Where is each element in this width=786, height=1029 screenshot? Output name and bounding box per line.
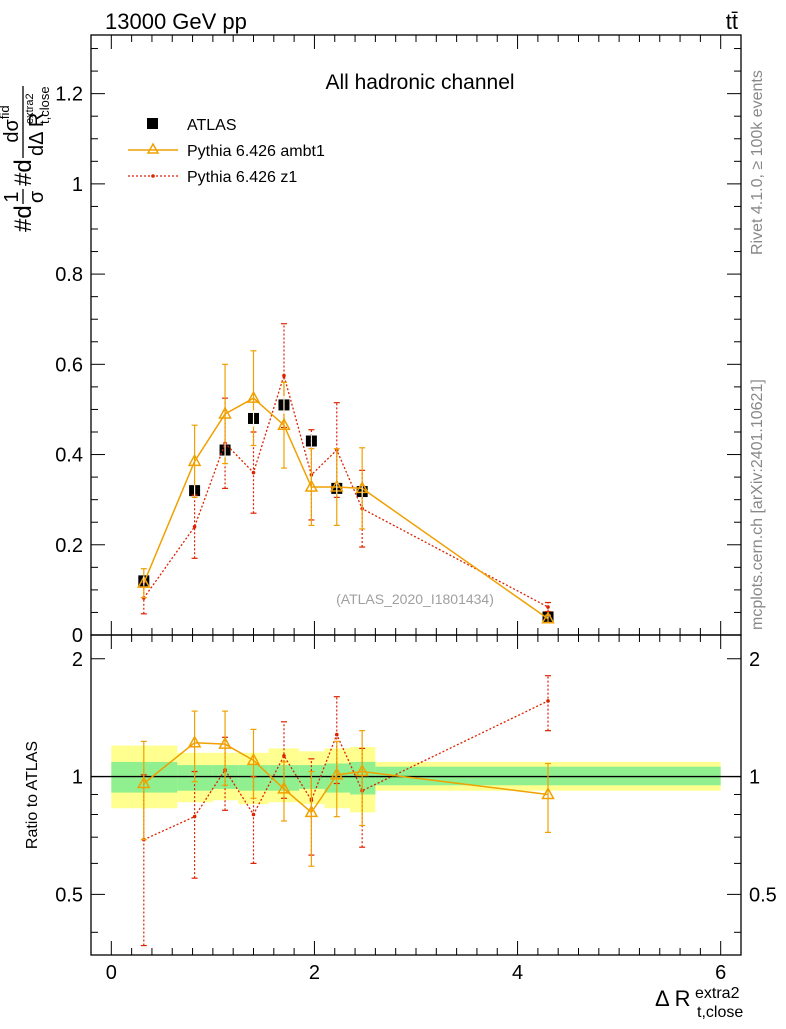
- ratio-z1-point: [192, 814, 197, 819]
- ylabel-frac1-den: σ: [26, 190, 48, 203]
- ratio-frame: [90, 634, 742, 956]
- xlabel-sub: t,close: [697, 1004, 743, 1021]
- ratio-bands: [111, 745, 721, 813]
- xlabel-sup: extra2: [695, 985, 740, 1002]
- ratio-ambt1-point: [137, 775, 151, 789]
- ratio-ambt1-point: [277, 781, 291, 794]
- chart-title: All hadronic channel: [325, 71, 514, 94]
- ylabel-frac2-num-sup: fid: [0, 105, 12, 119]
- ratio-ambt1-point: [304, 804, 319, 818]
- legend-marker-ambt1: [146, 142, 160, 154]
- rivet-label: Rivet 4.1.0, ≥ 100k events: [749, 70, 766, 255]
- ylabel-frac2-num-main: dσ: [1, 118, 23, 142]
- legend-marker-atlas: [147, 118, 158, 129]
- ratio-z1-point: [251, 812, 256, 817]
- main-y-tick-label: 1.2: [55, 84, 83, 106]
- x-tick-label: 0: [106, 962, 117, 984]
- ratio-z1-point: [334, 732, 339, 737]
- ratio-y-tick-label: 0.5: [55, 884, 83, 906]
- ratio-ambt1-point: [187, 735, 202, 748]
- main-y-tick-label: 0.8: [55, 264, 83, 286]
- x-tick-label: 2: [309, 962, 320, 984]
- ambt1-point: [187, 453, 202, 467]
- main-y-tick-label: 0.6: [55, 354, 83, 376]
- main-y-tick-label: 0.2: [55, 535, 83, 557]
- ratio-y-tick-label-right: 0.5: [749, 884, 777, 906]
- energy-label: 13000 GeV pp: [105, 9, 247, 34]
- ratio-ticks: 0 2 4 6 0.5 0.5 1 1 2 2: [55, 635, 777, 984]
- analysis-id: (ATLAS_2020_I1801434): [336, 591, 494, 607]
- ylabel-frac2-num: dσfid: [0, 105, 23, 142]
- xlabel-main: Δ R: [655, 986, 690, 1011]
- ylabel-frac2-den-main: dΔ R: [26, 113, 48, 156]
- ratio-ambt1-point: [218, 736, 232, 749]
- main-y-axis-label: #d 1 σ #d dσfid dΔ R extra2 t,close: [0, 86, 52, 232]
- main-y-tick-label: 0: [72, 625, 83, 647]
- ylabel-frac1-num: 1: [1, 191, 23, 202]
- legend-label-atlas: ATLAS: [187, 117, 237, 134]
- x-tick-label: 4: [512, 962, 523, 984]
- x-axis-label: Δ R extra2 t,close: [655, 985, 743, 1021]
- main-y-tick-label: 0.4: [55, 445, 83, 467]
- x-tick-label: 6: [715, 962, 726, 984]
- ambt1-line: [143, 397, 549, 620]
- ylabel-prefix1: #d: [10, 205, 37, 232]
- ratio-y-axis-label: Ratio to ATLAS: [24, 741, 41, 849]
- legend: ATLAS Pythia 6.426 ambt1 Pythia 6.426 z1: [128, 117, 325, 186]
- ratio-ambt1-point: [355, 763, 369, 777]
- main-ticks: 0 0.2 0.4 0.6 0.8 1 1.2: [55, 35, 742, 647]
- main-y-tick-label: 1: [72, 174, 83, 196]
- ratio-ambt1-point: [330, 767, 344, 780]
- legend-marker-z1: [151, 174, 155, 178]
- legend-label-ambt1: Pythia 6.426 ambt1: [187, 143, 325, 160]
- ambt1-point: [137, 575, 151, 588]
- ambt1-point: [277, 417, 291, 430]
- process-label: tt̄: [726, 9, 738, 34]
- main-panel: 0 0.2 0.4 0.6 0.8 1 1.2 All hadronic channel (…: [55, 34, 742, 647]
- ratio-y-tick-label-right: 2: [749, 649, 760, 671]
- ambt1-point: [218, 406, 232, 419]
- mcplots-label: mcplots.cern.ch [arXiv:2401.10621]: [749, 379, 766, 630]
- ylabel-frac2-den-sub: t,close: [37, 86, 52, 124]
- ylabel-frac2-den: dΔ R: [26, 113, 48, 156]
- ratio-y-tick-label-right: 1: [749, 767, 760, 789]
- ambt1-point: [541, 611, 555, 624]
- ratio-y-tick-label: 1: [72, 767, 83, 789]
- ratio-series: [137, 675, 555, 947]
- ambt1-point: [246, 390, 261, 403]
- ylabel-frac2-den-sup: extra2: [24, 93, 36, 124]
- main-series: [137, 323, 555, 624]
- ratio-ambt1-point: [541, 786, 555, 800]
- ratio-z1-point: [546, 699, 550, 703]
- z1-line: [143, 373, 549, 608]
- z1-point: [192, 524, 197, 529]
- ratio-y-tick-label: 2: [72, 649, 83, 671]
- ratio-z1-point: [282, 753, 286, 758]
- ylabel-prefix2: #d: [10, 159, 37, 186]
- z1-point: [251, 470, 256, 475]
- ambt1-point: [304, 479, 319, 492]
- legend-label-z1: Pythia 6.426 z1: [187, 169, 297, 186]
- ratio-ambt1-point: [246, 752, 261, 766]
- z1-point: [546, 605, 550, 609]
- ratio-panel: 0 2 4 6 0.5 0.5 1 1 2 2: [55, 634, 777, 984]
- z1-point: [282, 373, 286, 378]
